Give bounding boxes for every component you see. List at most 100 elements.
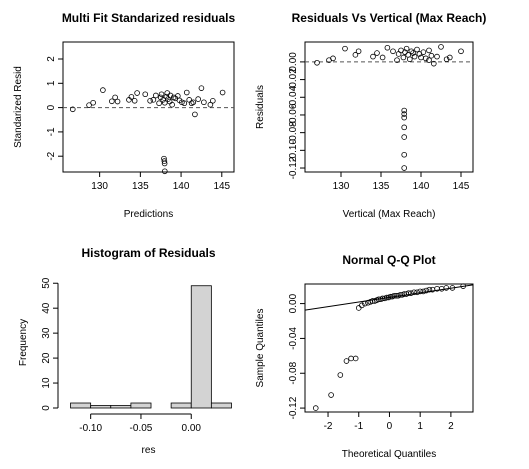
data-point xyxy=(161,158,168,164)
x-tick-label: -0.05 xyxy=(130,423,153,434)
data-point xyxy=(337,372,344,378)
data-point xyxy=(192,111,198,118)
data-point xyxy=(438,44,444,50)
x-tick-label: 130 xyxy=(91,181,108,192)
y-tick-label: 40 xyxy=(41,302,52,314)
x-axis-label: res xyxy=(142,445,156,456)
data-point xyxy=(114,98,121,105)
data-point xyxy=(411,289,417,296)
data-point xyxy=(401,151,408,158)
data-point xyxy=(443,56,450,63)
data-point xyxy=(343,358,350,364)
data-point xyxy=(207,101,214,108)
data-point xyxy=(417,288,423,295)
data-point xyxy=(147,98,153,104)
data-point xyxy=(411,53,418,60)
data-point xyxy=(426,286,433,293)
y-tick-label: -0.08 xyxy=(288,121,299,144)
plot-p3: Histogram of Residuals -0.10 -0.05 0.00 res 0… xyxy=(18,246,232,456)
y-tick-label: 30 xyxy=(41,327,52,339)
data-point xyxy=(379,295,386,302)
plot-p1: Multi Fit Standarized residuals 130 135 140… xyxy=(13,11,236,220)
x-tick-label: 0.00 xyxy=(182,423,202,434)
data-point xyxy=(397,292,404,298)
y-tick-label: -0.04 xyxy=(288,327,299,350)
y-tick-label: -0.06 xyxy=(288,103,299,126)
data-point xyxy=(352,355,359,362)
data-point xyxy=(458,48,464,55)
data-point xyxy=(312,405,319,411)
data-point xyxy=(426,57,432,63)
data-point xyxy=(384,44,391,51)
data-point xyxy=(401,165,408,171)
data-point xyxy=(355,305,362,311)
histogram-bar xyxy=(210,402,232,409)
data-point xyxy=(183,89,190,96)
data-point xyxy=(375,296,382,303)
plot-frame xyxy=(304,41,474,173)
data-point xyxy=(352,52,359,58)
data-point xyxy=(395,51,402,57)
data-point xyxy=(210,98,216,104)
y-tick-label: -0.12 xyxy=(288,396,299,419)
data-point xyxy=(401,124,408,131)
data-point xyxy=(219,89,226,96)
y-tick-label: 50 xyxy=(41,277,52,289)
data-point xyxy=(150,97,157,103)
data-point xyxy=(69,106,76,113)
data-point xyxy=(370,53,376,60)
y-tick-label: -2 xyxy=(46,151,57,160)
plot-title: Multi Fit Standarized residuals xyxy=(62,11,236,25)
plot-title: Residuals Vs Vertical (Max Reach) xyxy=(292,11,487,25)
data-point xyxy=(314,59,320,66)
plot-frame xyxy=(304,283,474,413)
data-point xyxy=(161,160,168,167)
x-tick-label: 135 xyxy=(373,181,390,192)
y-axis-label: Residuals xyxy=(255,85,266,129)
data-point xyxy=(131,98,138,104)
y-axis-label: Sample Quantiles xyxy=(255,309,266,388)
data-point xyxy=(408,290,414,296)
data-point xyxy=(100,87,106,93)
plot-p4: Normal Q-Q Plot -2 -1 0 1 2 Theoretical Quanti… xyxy=(255,253,474,460)
data-point xyxy=(348,355,354,362)
data-point xyxy=(449,285,456,291)
histogram-bar xyxy=(70,402,92,409)
data-point xyxy=(156,100,162,107)
data-point xyxy=(422,55,429,62)
y-tick-label: 0 xyxy=(41,405,52,411)
histogram-bar xyxy=(170,402,192,409)
data-point xyxy=(342,45,348,52)
data-point xyxy=(414,46,420,53)
y-tick-label: -0.08 xyxy=(288,361,299,384)
data-point xyxy=(374,50,380,56)
data-point xyxy=(387,293,394,300)
data-point xyxy=(414,289,420,296)
y-tick-label: 20 xyxy=(41,352,52,364)
data-point xyxy=(128,94,135,100)
data-point xyxy=(430,60,437,67)
data-point xyxy=(438,285,445,292)
data-point xyxy=(400,54,407,61)
data-point xyxy=(403,45,410,52)
x-axis-label: Predictions xyxy=(124,209,173,220)
data-point xyxy=(179,99,185,106)
x-tick-label: -1 xyxy=(354,421,363,432)
data-point xyxy=(405,290,412,296)
data-point xyxy=(401,114,408,121)
data-point xyxy=(195,96,201,102)
histogram-bar xyxy=(190,285,212,409)
data-point xyxy=(383,294,390,301)
data-point xyxy=(379,54,386,61)
data-point xyxy=(190,99,197,106)
data-point xyxy=(420,288,427,295)
data-point xyxy=(443,285,450,291)
x-axis-label: Vertical (Max Reach) xyxy=(343,209,436,220)
data-point xyxy=(390,48,396,55)
data-point xyxy=(406,56,413,63)
y-tick-label: -0.12 xyxy=(288,156,299,179)
data-point xyxy=(365,299,371,306)
data-point xyxy=(169,101,175,108)
histogram-bar xyxy=(130,402,152,409)
